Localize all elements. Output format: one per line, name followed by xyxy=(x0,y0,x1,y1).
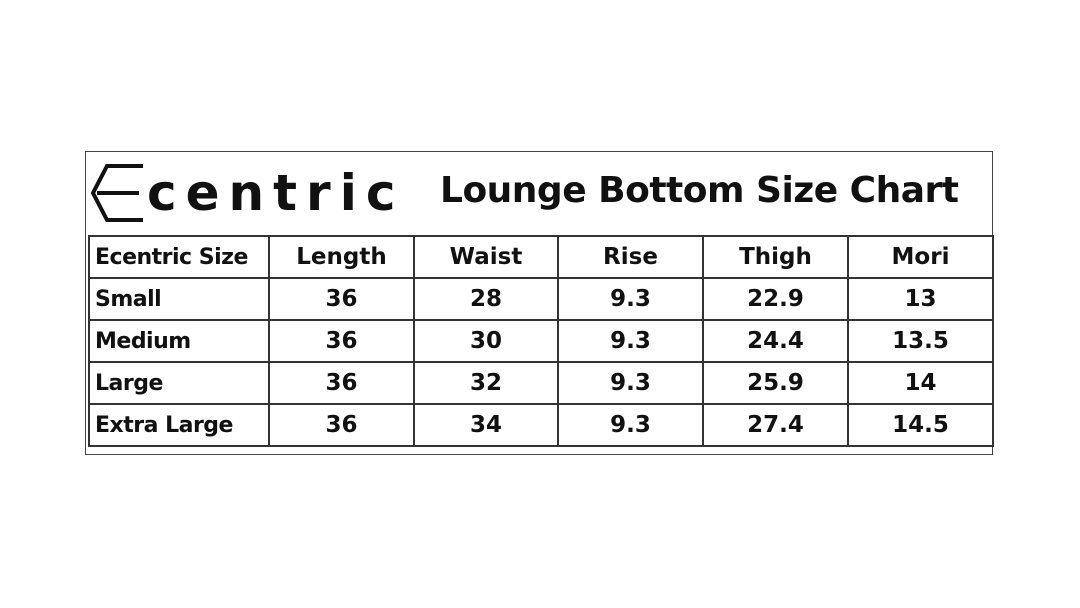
table-cell: 14 xyxy=(847,361,994,405)
table-cell: 27.4 xyxy=(702,403,849,447)
table-cell: 36 xyxy=(268,319,415,363)
ecentric-logo: centric xyxy=(89,158,404,228)
size-table: Ecentric Size Length Waist Rise Thigh Mo… xyxy=(88,235,994,447)
table-cell: 36 xyxy=(268,277,415,321)
table-cell: 9.3 xyxy=(557,277,704,321)
size-cell: Large xyxy=(88,361,270,405)
header-cell: Thigh xyxy=(702,235,849,279)
ecentric-e-logo-icon xyxy=(90,164,143,222)
logo-text: centric xyxy=(147,164,405,222)
header-cell: Mori xyxy=(847,235,994,279)
table-cell: 25.9 xyxy=(702,361,849,405)
table-row: Large 36 32 9.3 25.9 14 xyxy=(88,361,994,405)
table-header-row: Ecentric Size Length Waist Rise Thigh Mo… xyxy=(88,235,994,279)
table-cell: 9.3 xyxy=(557,319,704,363)
table-cell: 34 xyxy=(413,403,559,447)
table-cell: 22.9 xyxy=(702,277,849,321)
header-cell: Waist xyxy=(413,235,559,279)
table-cell: 32 xyxy=(413,361,559,405)
table-row: Small 36 28 9.3 22.9 13 xyxy=(88,277,994,321)
size-cell: Extra Large xyxy=(88,403,270,447)
table-row: Extra Large 36 34 9.3 27.4 14.5 xyxy=(88,403,994,447)
size-cell: Medium xyxy=(88,319,270,363)
table-cell: 13.5 xyxy=(847,319,994,363)
page-title: Lounge Bottom Size Chart xyxy=(440,170,959,211)
table-cell: 36 xyxy=(268,403,415,447)
size-cell: Small xyxy=(88,277,270,321)
table-cell: 24.4 xyxy=(702,319,849,363)
table-cell: 9.3 xyxy=(557,403,704,447)
table-cell: 13 xyxy=(847,277,994,321)
header-cell: Ecentric Size xyxy=(88,235,270,279)
table-cell: 36 xyxy=(268,361,415,405)
table-cell: 30 xyxy=(413,319,559,363)
table-cell: 28 xyxy=(413,277,559,321)
table-row: Medium 36 30 9.3 24.4 13.5 xyxy=(88,319,994,363)
table-cell: 9.3 xyxy=(557,361,704,405)
header-cell: Rise xyxy=(557,235,704,279)
header-cell: Length xyxy=(268,235,415,279)
table-cell: 14.5 xyxy=(847,403,994,447)
